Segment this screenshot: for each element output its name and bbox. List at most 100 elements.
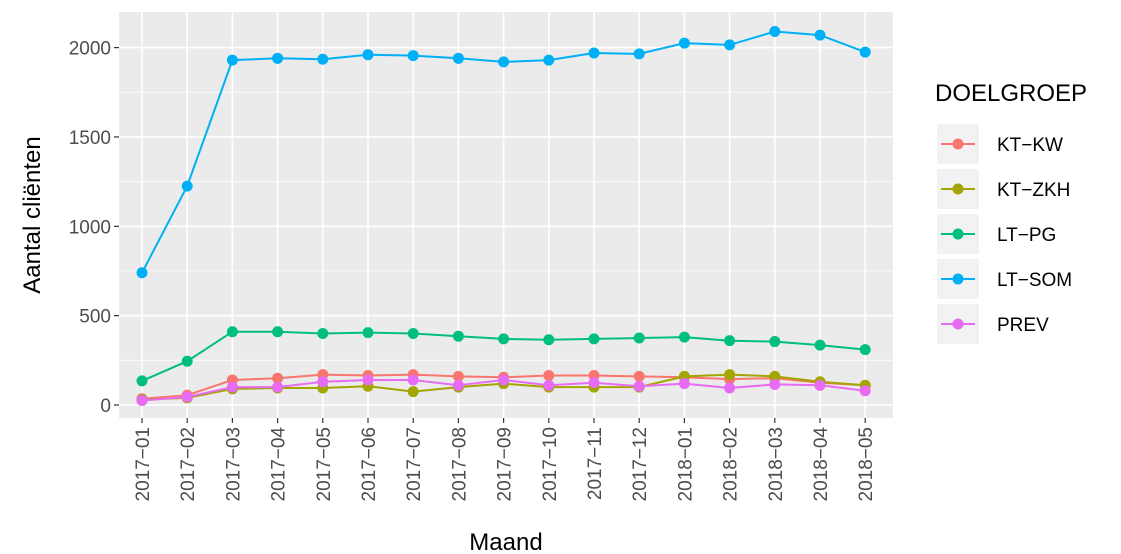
legend-item: LT−PG <box>937 214 1056 254</box>
data-point <box>633 332 645 344</box>
data-point <box>362 374 374 386</box>
data-point <box>136 267 148 279</box>
x-tick-label: 2017−01 <box>133 427 154 502</box>
x-tick-label: 2018−01 <box>675 427 696 502</box>
data-point <box>543 334 555 346</box>
x-tick-label: 2017−10 <box>540 427 561 502</box>
data-point <box>407 386 419 398</box>
series-group <box>136 326 871 387</box>
data-point <box>407 50 419 62</box>
data-point <box>769 336 781 348</box>
x-tick-label: 2017−04 <box>269 427 290 502</box>
data-point <box>678 37 690 49</box>
data-point <box>543 370 555 382</box>
series-group <box>136 374 871 407</box>
data-point <box>859 385 871 397</box>
data-point <box>181 355 193 367</box>
data-point <box>724 335 736 347</box>
data-point <box>362 49 374 61</box>
data-point <box>859 344 871 356</box>
data-point <box>543 379 555 391</box>
x-tick-label: 2017−05 <box>314 427 335 502</box>
data-point <box>407 328 419 340</box>
y-axis: 0 500 1000 1500 2000 <box>69 39 119 417</box>
data-point <box>498 333 510 345</box>
data-point <box>181 180 193 192</box>
data-point <box>272 372 284 384</box>
data-point <box>814 29 826 41</box>
data-point <box>588 47 600 59</box>
legend-item: LT−SOM <box>937 259 1072 299</box>
data-point <box>498 56 510 68</box>
legend-item: KT−ZKH <box>937 169 1070 209</box>
x-axis-title: Maand <box>469 529 542 554</box>
data-point <box>272 381 284 393</box>
data-point <box>226 326 238 338</box>
data-point <box>724 369 736 381</box>
data-point <box>317 376 329 388</box>
data-point <box>407 374 419 386</box>
data-point <box>272 52 284 64</box>
legend-item: KT−KW <box>937 124 1063 164</box>
x-tick-label: 2017−12 <box>630 427 651 502</box>
x-tick-label: 2018−05 <box>856 427 877 502</box>
x-tick-label: 2017−02 <box>178 427 199 502</box>
data-point <box>678 378 690 390</box>
legend-key-point <box>952 228 964 240</box>
legend-key-point <box>952 138 964 150</box>
legend-key-point <box>952 183 964 195</box>
y-tick-label: 1000 <box>69 217 111 238</box>
x-axis: 2017−01 2017−02 2017−03 2017−04 2017−05 2017−… <box>133 418 877 502</box>
data-point <box>543 54 555 66</box>
x-tick-label: 2017−03 <box>223 427 244 502</box>
legend-title: DOELGROEP <box>935 80 1087 107</box>
data-point <box>498 374 510 386</box>
minor-gridlines <box>119 91 893 361</box>
x-tick-label: 2017−06 <box>359 427 380 502</box>
data-point <box>814 339 826 351</box>
data-point <box>452 379 464 391</box>
x-tick-label: 2017−08 <box>449 427 470 502</box>
data-point <box>317 53 329 65</box>
data-point <box>588 377 600 389</box>
x-tick-label: 2017−11 <box>585 427 606 500</box>
major-gridlines <box>119 12 893 418</box>
data-point <box>362 327 374 339</box>
x-tick-label: 2017−07 <box>404 427 425 502</box>
data-point <box>633 370 645 382</box>
data-point <box>452 370 464 382</box>
data-point <box>769 378 781 390</box>
y-tick-label: 2000 <box>69 39 111 60</box>
data-point <box>452 330 464 342</box>
data-point <box>588 333 600 345</box>
data-point <box>452 52 464 64</box>
x-tick-label: 2017−09 <box>495 427 516 502</box>
data-point <box>226 381 238 393</box>
x-tick-label: 2018−03 <box>766 427 787 502</box>
legend-label: LT−PG <box>997 225 1056 246</box>
data-point <box>136 395 148 407</box>
series-layer <box>136 26 871 407</box>
y-axis-title: Aantal cliënten <box>19 136 46 293</box>
data-point <box>859 46 871 58</box>
data-point <box>724 382 736 394</box>
data-point <box>181 391 193 403</box>
data-point <box>633 380 645 392</box>
series-group <box>136 26 871 279</box>
data-point <box>226 54 238 66</box>
legend-label: PREV <box>997 315 1049 336</box>
y-tick-label: 500 <box>79 307 111 328</box>
legend-label: LT−SOM <box>997 270 1072 291</box>
data-point <box>317 328 329 340</box>
data-point <box>136 375 148 387</box>
data-point <box>678 331 690 343</box>
legend-key-point <box>952 273 964 285</box>
data-point <box>769 26 781 38</box>
legend: DOELGROEP KT−KW KT−ZKH LT−PG LT−SOM PREV <box>935 80 1087 344</box>
legend-item: PREV <box>937 304 1049 344</box>
data-point <box>272 326 284 338</box>
legend-label: KT−ZKH <box>997 180 1070 201</box>
data-point <box>633 48 645 60</box>
legend-key-point <box>952 318 964 330</box>
